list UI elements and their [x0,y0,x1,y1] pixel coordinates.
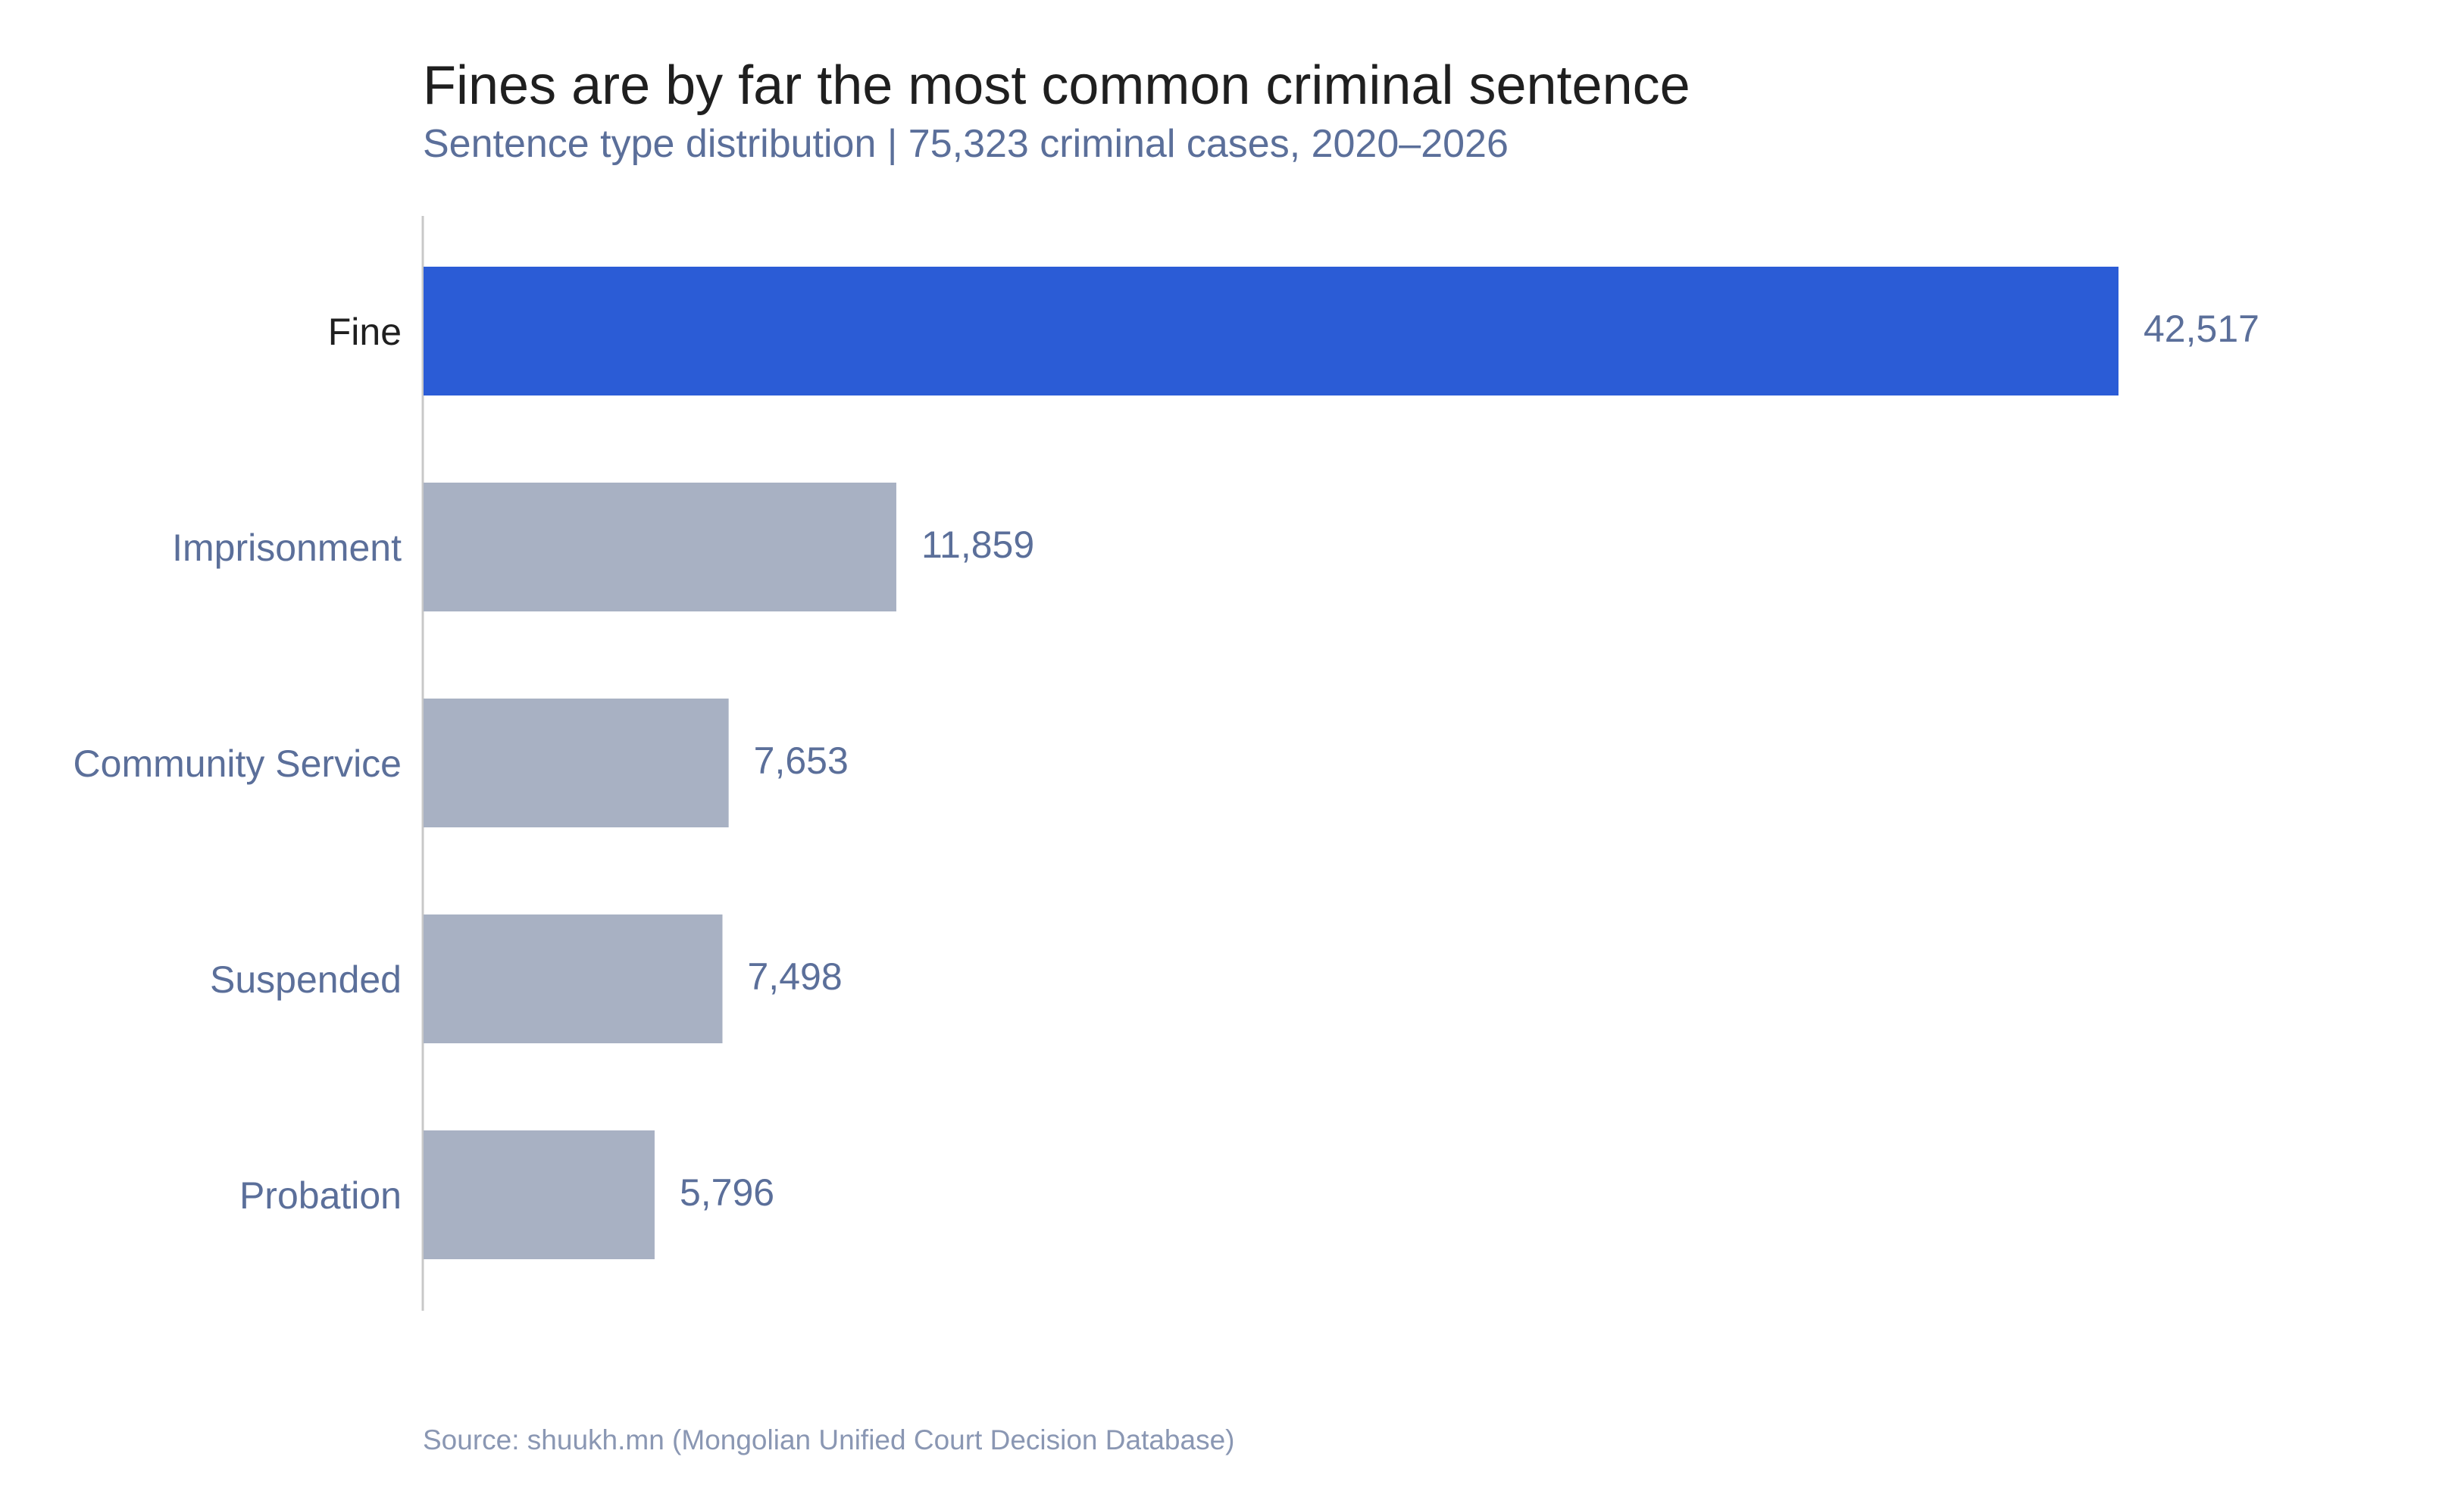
value-label: 5,796 [680,1171,774,1214]
chart-subtitle: Sentence type distribution | 75,323 crim… [423,122,1509,166]
category-label: Imprisonment [172,527,402,569]
value-label: 7,653 [754,739,849,782]
value-label: 42,517 [2143,308,2259,350]
bar-probation [424,1130,655,1259]
chart-source: Source: shuukh.mn (Mongolian Unified Cou… [423,1424,1235,1455]
value-label: 7,498 [748,955,843,998]
bar-community-service [424,699,729,827]
category-label: Community Service [73,742,402,785]
category-label: Probation [239,1174,402,1217]
bar-fine [424,267,2118,395]
bar-imprisonment [424,483,896,611]
category-label: Fine [328,311,402,353]
category-label: Suspended [210,958,402,1001]
value-label: 11,859 [921,524,1034,566]
bar-suspended [424,914,723,1043]
chart-title: Fines are by far the most common crimina… [423,55,1690,116]
